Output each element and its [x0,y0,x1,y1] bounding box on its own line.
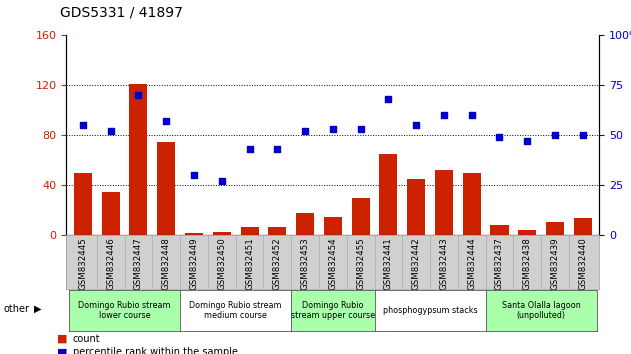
Point [411,122,422,128]
Text: GSM832452: GSM832452 [273,237,282,290]
Bar [102,192,120,235]
Point [522,138,533,144]
Point [467,113,477,118]
Point [189,173,199,178]
Bar [74,173,92,235]
Bar [518,230,536,235]
Bar [268,227,286,235]
Point [550,132,560,138]
Text: ■: ■ [57,334,68,344]
Point [578,132,588,138]
Bar [574,218,592,235]
Bar [185,233,203,235]
Point [272,147,282,152]
Bar [351,198,370,235]
Text: GSM832446: GSM832446 [106,237,115,290]
Bar [435,170,453,235]
Text: percentile rank within the sample: percentile rank within the sample [73,347,237,354]
Text: GSM832449: GSM832449 [189,237,199,290]
Bar [546,222,564,235]
Point [495,135,505,140]
Bar [296,213,314,235]
Text: Domingo Rubio stream
medium course: Domingo Rubio stream medium course [189,301,282,320]
Text: GSM832441: GSM832441 [384,237,393,290]
Text: GSM832439: GSM832439 [550,237,560,290]
Point [328,127,338,132]
Text: GSM832455: GSM832455 [356,237,365,290]
Text: GSM832438: GSM832438 [522,237,532,290]
Text: Santa Olalla lagoon
(unpolluted): Santa Olalla lagoon (unpolluted) [502,301,581,320]
Point [300,129,310,134]
Point [161,119,171,124]
Point [244,147,254,152]
Bar [324,217,342,235]
Text: Domingo Rubio
stream upper course: Domingo Rubio stream upper course [291,301,375,320]
Point [384,97,394,102]
Text: GSM832442: GSM832442 [411,237,421,290]
Bar [490,225,509,235]
Bar [129,84,148,235]
Text: GSM832451: GSM832451 [245,237,254,290]
Text: GSM832454: GSM832454 [328,237,338,290]
Bar [463,173,481,235]
Point [216,178,227,184]
Text: GSM832444: GSM832444 [467,237,476,290]
Point [439,113,449,118]
Text: GDS5331 / 41897: GDS5331 / 41897 [60,5,183,19]
Text: phosphogypsum stacks: phosphogypsum stacks [383,306,478,315]
Text: ▶: ▶ [34,304,42,314]
Text: ■: ■ [57,347,68,354]
Text: GSM832448: GSM832448 [162,237,171,290]
Text: GSM832437: GSM832437 [495,237,504,290]
Point [78,122,88,128]
Point [105,129,115,134]
Text: other: other [3,304,29,314]
Point [133,93,143,98]
Text: GSM832453: GSM832453 [300,237,310,290]
Bar [240,227,259,235]
Bar [379,154,398,235]
Text: Domingo Rubio stream
lower course: Domingo Rubio stream lower course [78,301,171,320]
Bar [407,179,425,235]
Bar [213,232,231,235]
Text: GSM832447: GSM832447 [134,237,143,290]
Bar [157,142,175,235]
Text: GSM832450: GSM832450 [217,237,227,290]
Text: GSM832443: GSM832443 [439,237,449,290]
Text: GSM832445: GSM832445 [78,237,88,290]
Text: count: count [73,334,100,344]
Text: GSM832440: GSM832440 [578,237,587,290]
Point [356,127,366,132]
